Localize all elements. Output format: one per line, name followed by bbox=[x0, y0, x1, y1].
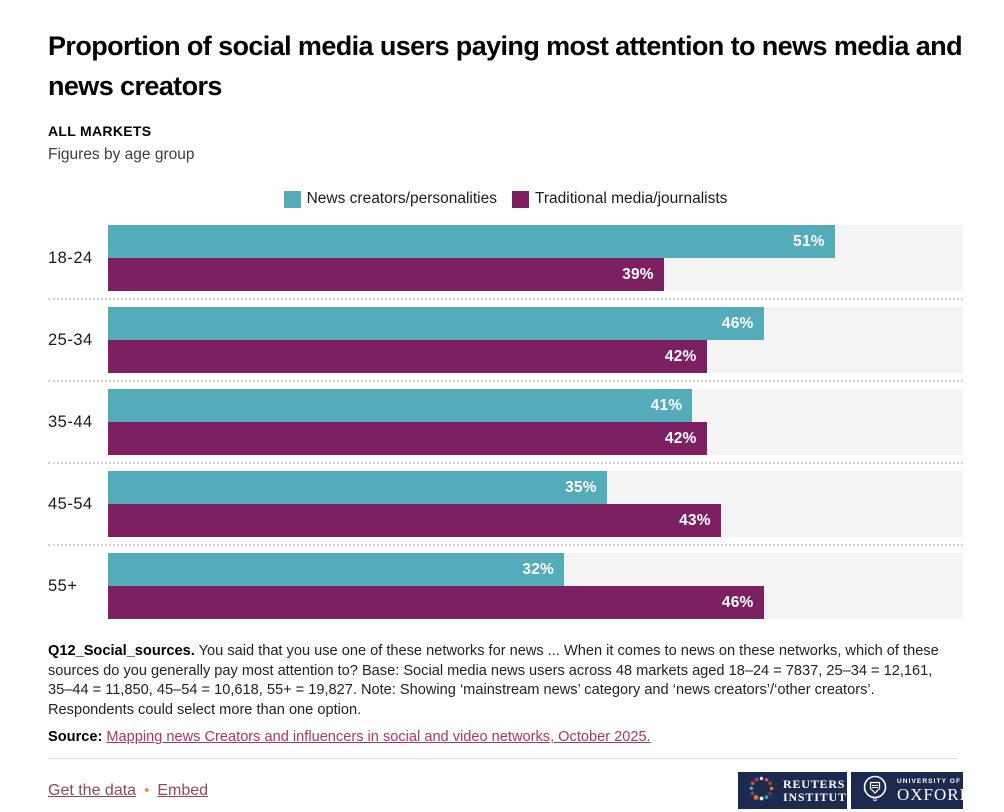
footer-links: Get the data • Embed bbox=[48, 782, 208, 800]
subtitle: Figures by age group bbox=[48, 146, 195, 163]
bar-value-label: 32% bbox=[522, 560, 554, 578]
bar-value-label: 39% bbox=[622, 265, 654, 283]
bar-track: 35% 43% bbox=[108, 471, 963, 537]
bar-value-label: 46% bbox=[721, 314, 754, 332]
bar-traditional-media: 39% bbox=[108, 258, 664, 291]
source-link[interactable]: Mapping news Creators and influencers in… bbox=[106, 729, 651, 745]
oxford-university-logo[interactable]: UNIVERSITY OF OXFORD bbox=[851, 772, 972, 809]
bar-traditional-media: 42% bbox=[108, 340, 707, 373]
legend-swatch-icon bbox=[283, 190, 301, 208]
legend-swatch-icon bbox=[511, 190, 529, 208]
bar-news-creators: 32% bbox=[108, 553, 564, 586]
bar-value-label: 51% bbox=[793, 232, 825, 250]
bar-value-label: 46% bbox=[721, 593, 754, 611]
bar-value-label: 42% bbox=[664, 347, 697, 365]
oxford-logo-line1: UNIVERSITY OF bbox=[897, 777, 962, 785]
bar-value-label: 43% bbox=[679, 511, 711, 529]
legend-item: News creators/personalities bbox=[283, 190, 497, 208]
oxford-logo-line2: OXFORD bbox=[897, 784, 973, 804]
bar-track: 51% 39% bbox=[108, 225, 963, 291]
legend-item: Traditional media/journalists bbox=[511, 190, 728, 208]
chart-row: 18-24 51% 39% bbox=[48, 225, 963, 300]
chart-legend: News creators/personalities Traditional m… bbox=[48, 190, 963, 208]
age-group-label: 45-54 bbox=[48, 494, 93, 513]
age-group-label: 55+ bbox=[48, 576, 78, 595]
legend-label: Traditional media/journalists bbox=[534, 190, 728, 207]
bar-traditional-media: 42% bbox=[108, 422, 707, 455]
footer: Get the data • Embed bbox=[48, 772, 972, 809]
kicker-all-markets: ALL MARKETS bbox=[48, 123, 152, 139]
bullet-separator: • bbox=[144, 782, 150, 799]
bar-news-creators: 35% bbox=[108, 471, 607, 504]
reuters-logo-line2: INSTITUTE bbox=[783, 789, 856, 804]
bar-chart: 18-24 51% 39% 25-34 46% 42% 35-44 41% 42% 45-54 35… bbox=[48, 225, 963, 619]
bar-traditional-media: 43% bbox=[108, 504, 721, 537]
bar-news-creators: 41% bbox=[108, 389, 693, 422]
bar-value-label: 41% bbox=[650, 396, 683, 414]
source-label: Source: bbox=[48, 729, 103, 745]
bar-value-label: 42% bbox=[664, 429, 697, 447]
legend-label: News creators/personalities bbox=[306, 190, 497, 207]
get-the-data-link[interactable]: Get the data bbox=[48, 781, 137, 799]
logos: REUTERS INSTITUTE UNIVERSITY OF OXFORD bbox=[738, 772, 972, 809]
bar-track: 41% 42% bbox=[108, 389, 963, 455]
source-line: Source: Mapping news Creators and influen… bbox=[48, 729, 962, 745]
page-title: Proportion of social media users paying … bbox=[48, 31, 963, 101]
chart-row: 55+ 32% 46% bbox=[48, 546, 963, 619]
bar-track: 46% 42% bbox=[108, 307, 963, 373]
bar-track: 32% 46% bbox=[108, 553, 963, 619]
footnote-question-id: Q12_Social_sources. bbox=[48, 643, 195, 659]
reuters-dots-icon bbox=[748, 775, 775, 807]
age-group-label: 18-24 bbox=[48, 248, 93, 267]
chart-row: 45-54 35% 43% bbox=[48, 464, 963, 546]
reuters-logo-line1: REUTERS bbox=[783, 776, 846, 791]
bar-news-creators: 51% bbox=[108, 225, 835, 258]
chart-row: 35-44 41% 42% bbox=[48, 382, 963, 464]
oxford-crest-icon bbox=[861, 774, 889, 807]
footer-divider bbox=[48, 758, 958, 759]
bar-value-label: 35% bbox=[565, 478, 597, 496]
age-group-label: 35-44 bbox=[48, 412, 93, 431]
reuters-institute-logo[interactable]: REUTERS INSTITUTE bbox=[738, 772, 855, 809]
chart-row: 25-34 46% 42% bbox=[48, 300, 963, 382]
age-group-label: 25-34 bbox=[48, 330, 93, 349]
bar-news-creators: 46% bbox=[108, 307, 764, 340]
embed-link[interactable]: Embed bbox=[157, 781, 209, 799]
footnote: Q12_Social_sources. You said that you us… bbox=[48, 642, 958, 720]
footnote-text: You said that you use one of these netwo… bbox=[48, 643, 939, 718]
bar-traditional-media: 46% bbox=[108, 586, 764, 619]
